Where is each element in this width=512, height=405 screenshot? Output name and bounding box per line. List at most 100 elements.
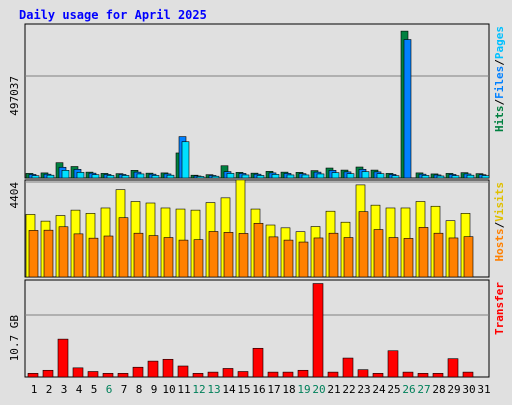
hits-files-pages-bar-pages-day-17 <box>271 174 280 179</box>
legend-visits: Visits <box>493 182 506 222</box>
transfer-bar-transfer-day-11 <box>177 365 189 378</box>
x-tick-day-15: 15 <box>237 383 250 396</box>
x-tick-day-27: 27 <box>417 383 430 396</box>
visits-hosts-bar-hosts-day-24 <box>373 229 384 278</box>
transfer-bar-transfer-day-27 <box>417 373 429 378</box>
visits-hosts-bar-hosts-day-22 <box>343 237 354 278</box>
visits-hosts-bar-hosts-day-15 <box>238 233 249 278</box>
chart-title: Daily usage for April 2025 <box>19 8 207 22</box>
transfer-bar-transfer-day-15 <box>237 371 249 378</box>
visits-hosts-bar-hosts-day-29 <box>448 237 459 278</box>
hits-files-pages-bar-pages-day-2 <box>46 174 55 179</box>
hits-files-pages-bar-pages-day-29 <box>451 175 460 179</box>
x-tick-day-23: 23 <box>357 383 370 396</box>
x-tick-day-7: 7 <box>121 383 128 396</box>
legend-transfer: Transfer <box>493 282 506 335</box>
legend-files: Files <box>493 66 506 99</box>
hits-files-pages-bar-pages-day-1 <box>31 175 40 179</box>
transfer-bar-transfer-day-24 <box>372 373 384 378</box>
hits-files-pages-bar-pages-day-28 <box>436 175 445 179</box>
x-tick-day-13: 13 <box>207 383 220 396</box>
visits-hosts-bar-hosts-day-6 <box>103 235 114 278</box>
visits-hosts-bar-hosts-day-16 <box>253 222 264 278</box>
x-tick-day-16: 16 <box>252 383 265 396</box>
x-tick-day-22: 22 <box>342 383 355 396</box>
x-tick-day-26: 26 <box>402 383 415 396</box>
transfer-bar-transfer-day-5 <box>87 371 99 378</box>
visits-hosts-bar-hosts-day-2 <box>43 229 54 278</box>
visits-hosts-tick-label: 4404 <box>8 182 21 209</box>
transfer-bar-transfer-day-22 <box>342 357 354 378</box>
transfer-bar-transfer-day-3 <box>57 338 69 378</box>
visits-hosts-bar-hosts-day-26 <box>403 238 414 278</box>
x-tick-day-8: 8 <box>136 383 143 396</box>
hits-files-pages-bar-pages-day-6 <box>106 175 115 179</box>
hits-files-pages-bar-pages-day-19 <box>301 174 310 179</box>
visits-hosts-bar-hosts-day-21 <box>328 232 339 278</box>
visits-hosts-bar-hosts-day-18 <box>283 239 294 278</box>
hits-files-pages-bar-pages-day-18 <box>286 174 295 179</box>
hits-files-pages-bar-pages-day-7 <box>121 175 130 179</box>
hits-files-pages-bar-pages-day-16 <box>256 175 265 179</box>
transfer-bar-transfer-day-17 <box>267 371 279 378</box>
visits-hosts-bar-hosts-day-23 <box>358 211 369 278</box>
hits-files-pages-bar-pages-day-11 <box>181 141 190 179</box>
hits-files-pages-bar-pages-day-3 <box>61 170 70 179</box>
hits-files-pages-tick-label: 497037 <box>8 76 21 116</box>
transfer-bar-transfer-day-26 <box>402 371 414 378</box>
hits-files-pages-bar-pages-day-23 <box>361 171 370 179</box>
hits-files-pages-bar-pages-day-15 <box>241 174 250 179</box>
hits-files-pages-frame <box>24 23 490 179</box>
x-tick-day-24: 24 <box>372 383 386 396</box>
transfer-bar-transfer-day-12 <box>192 373 204 378</box>
hits-files-pages-bar-pages-day-13 <box>211 175 220 179</box>
hits-files-pages-bar-pages-day-21 <box>331 172 340 179</box>
x-tick-day-3: 3 <box>61 383 68 396</box>
visits-hosts-bar-hosts-day-19 <box>298 241 309 278</box>
visits-hosts-bar-hosts-day-4 <box>73 233 84 278</box>
hits-files-pages-bar-files-day-26 <box>403 39 412 179</box>
hits-files-pages-bar-pages-day-10 <box>166 174 175 179</box>
transfer-tick-label: 10.7 GB <box>8 315 21 362</box>
hits-files-pages-bar-pages-day-25 <box>391 175 400 179</box>
x-tick-day-21: 21 <box>327 383 340 396</box>
legend-hits: Hits <box>493 106 506 133</box>
transfer-bar-transfer-day-20 <box>312 283 324 378</box>
visits-hosts-bar-hosts-day-9 <box>148 235 159 278</box>
transfer-bar-transfer-day-21 <box>327 371 339 378</box>
hits-files-pages-bar-pages-day-30 <box>466 174 475 179</box>
x-tick-day-2: 2 <box>46 383 53 396</box>
x-tick-day-1: 1 <box>31 383 38 396</box>
transfer-bar-transfer-day-4 <box>72 367 84 378</box>
x-tick-day-28: 28 <box>432 383 445 396</box>
hits-files-pages-bar-pages-day-24 <box>376 173 385 179</box>
x-tick-day-31: 31 <box>477 383 490 396</box>
legend-hosts: Hosts <box>493 228 506 261</box>
transfer-bar-transfer-day-2 <box>42 369 54 378</box>
hits-files-pages-bar-pages-day-14 <box>226 173 235 179</box>
visits-hosts-bar-hosts-day-13 <box>208 231 219 278</box>
visits-hosts-side-legend: Hosts/Visits <box>493 182 506 262</box>
visits-hosts-bar-hosts-day-3 <box>58 226 69 278</box>
x-tick-day-4: 4 <box>76 383 83 396</box>
visits-hosts-bar-hosts-day-7 <box>118 217 129 278</box>
hits-files-pages-bar-pages-day-9 <box>151 175 160 179</box>
x-tick-day-29: 29 <box>447 383 460 396</box>
hits-files-pages-bar-pages-day-27 <box>421 175 430 179</box>
transfer-bar-transfer-day-14 <box>222 368 234 378</box>
hits-files-pages-bar-pages-day-5 <box>91 174 100 179</box>
visits-hosts-bar-hosts-day-12 <box>193 239 204 278</box>
transfer-bar-transfer-day-10 <box>162 358 174 378</box>
visits-hosts-bar-hosts-day-27 <box>418 227 429 278</box>
transfer-bar-transfer-day-6 <box>102 373 114 378</box>
x-tick-day-6: 6 <box>106 383 113 396</box>
transfer-bar-transfer-day-13 <box>207 371 219 378</box>
x-tick-day-17: 17 <box>267 383 280 396</box>
transfer-bar-transfer-day-9 <box>147 360 159 378</box>
visits-hosts-bar-hosts-day-11 <box>178 239 189 278</box>
legend-separator: / <box>493 59 506 66</box>
transfer-bar-transfer-day-8 <box>132 366 144 378</box>
x-tick-day-30: 30 <box>462 383 475 396</box>
